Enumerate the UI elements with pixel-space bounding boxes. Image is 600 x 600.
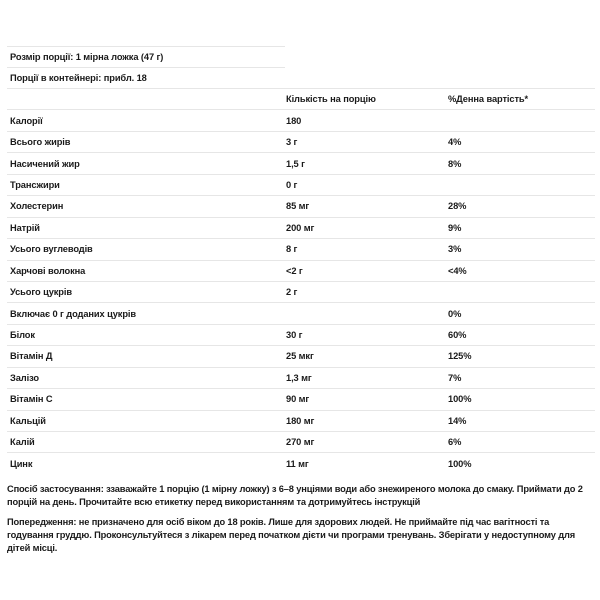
nutrient-name: Включає 0 г доданих цукрів: [10, 308, 136, 319]
amount-per-serving: 270 мг: [286, 437, 315, 448]
table-row: Вітамін Д 25 мкг 125%: [7, 345, 595, 366]
daily-value: 9%: [448, 222, 462, 233]
nutrient-name: Залізо: [10, 372, 39, 383]
amount-per-serving: 180 мг: [286, 415, 315, 426]
nutrient-name: Білок: [10, 330, 35, 341]
nutrient-name: Калій: [10, 437, 35, 448]
daily-value: 7%: [448, 372, 462, 383]
daily-value: 28%: [448, 201, 467, 212]
warning-text: Попередження: не призначено для осіб вік…: [7, 517, 575, 553]
amount-per-serving: 30 г: [286, 330, 303, 341]
directions-text: Спосіб застосування: ззаважайте 1 порцію…: [7, 484, 583, 507]
nutrient-name: Харчові волокна: [10, 265, 86, 276]
nutrition-table: Кількість на порцію %Денна вартість* Калор…: [7, 88, 595, 474]
table-row: Залізо 1,3 мг 7%: [7, 366, 595, 388]
nutrient-name: Всього жирів: [10, 137, 71, 148]
amount-per-serving: 3 г: [286, 137, 298, 148]
amount-per-serving: 11 мг: [286, 458, 309, 469]
amount-per-serving: 200 мг: [286, 222, 315, 233]
nutrient-name: Кальцій: [10, 415, 46, 426]
table-row: Харчові волокна <2 г <4%: [7, 259, 595, 281]
table-row: Трансжири 0 г: [7, 173, 595, 195]
nutrient-name: Трансжири: [10, 179, 60, 190]
table-row: Цинк 11 мг 100%: [7, 452, 595, 473]
table-row: Білок 30 г 60%: [7, 323, 595, 345]
table-row: Включає 0 г доданих цукрів 0%: [7, 302, 595, 323]
nutrient-name: Вітамін С: [10, 394, 53, 405]
table-row: Кальцій 180 мг 14%: [7, 409, 595, 431]
daily-value: 125%: [448, 351, 472, 362]
servings-per-container: Порції в контейнері: прибл. 18: [7, 67, 285, 88]
daily-value: 6%: [448, 437, 462, 448]
daily-value: 0%: [448, 308, 462, 319]
daily-value: 100%: [448, 394, 472, 405]
table-header: Кількість на порцію %Денна вартість*: [7, 88, 595, 109]
daily-value: 8%: [448, 158, 462, 169]
daily-value: %Денна вартість*: [448, 94, 529, 105]
table-row: Вітамін С 90 мг 100%: [7, 388, 595, 409]
nutrient-name: Усього вуглеводів: [10, 244, 93, 255]
nutrient-name: Усього цукрів: [10, 287, 72, 298]
daily-value: <4%: [448, 265, 467, 276]
nutrition-facts: Розмір порції: 1 мірна ложка (47 г) Порц…: [7, 46, 595, 474]
table-row: Калорії 180: [7, 109, 595, 130]
nutrient-name: Вітамін Д: [10, 351, 53, 362]
daily-value: 3%: [448, 244, 462, 255]
table-row: Усього цукрів 2 г: [7, 280, 595, 302]
amount-per-serving: 8 г: [286, 244, 298, 255]
amount-per-serving: 2 г: [286, 287, 298, 298]
table-row: Холестерин 85 мг 28%: [7, 195, 595, 216]
table-row: Калій 270 мг 6%: [7, 431, 595, 452]
nutrient-name: Натрій: [10, 222, 40, 233]
amount-per-serving: 0 г: [286, 179, 298, 190]
nutrient-name: Калорії: [10, 115, 43, 126]
amount-per-serving: 1,5 г: [286, 158, 305, 169]
nutrient-name: Цинк: [10, 458, 33, 469]
amount-per-serving: 90 мг: [286, 394, 310, 405]
table-row: Усього вуглеводів 8 г 3%: [7, 238, 595, 259]
serving-size: Розмір порції: 1 мірна ложка (47 г): [7, 46, 285, 67]
amount-per-serving: 180: [286, 115, 302, 126]
amount-per-serving: 25 мкг: [286, 351, 314, 362]
nutrient-name: Холестерин: [10, 201, 64, 212]
daily-value: 14%: [448, 415, 467, 426]
table-row: Натрій 200 мг 9%: [7, 216, 595, 238]
nutrient-name: Насичений жир: [10, 158, 80, 169]
daily-value: 60%: [448, 330, 467, 341]
amount-per-serving: 85 мг: [286, 201, 310, 212]
amount-per-serving: <2 г: [286, 265, 303, 276]
daily-value: 100%: [448, 458, 472, 469]
table-row: Насичений жир 1,5 г 8%: [7, 152, 595, 173]
amount-per-serving: 1,3 мг: [286, 372, 312, 383]
amount-per-serving: Кількість на порцію: [286, 94, 376, 105]
table-row: Всього жирів 3 г 4%: [7, 130, 595, 152]
daily-value: 4%: [448, 137, 462, 148]
